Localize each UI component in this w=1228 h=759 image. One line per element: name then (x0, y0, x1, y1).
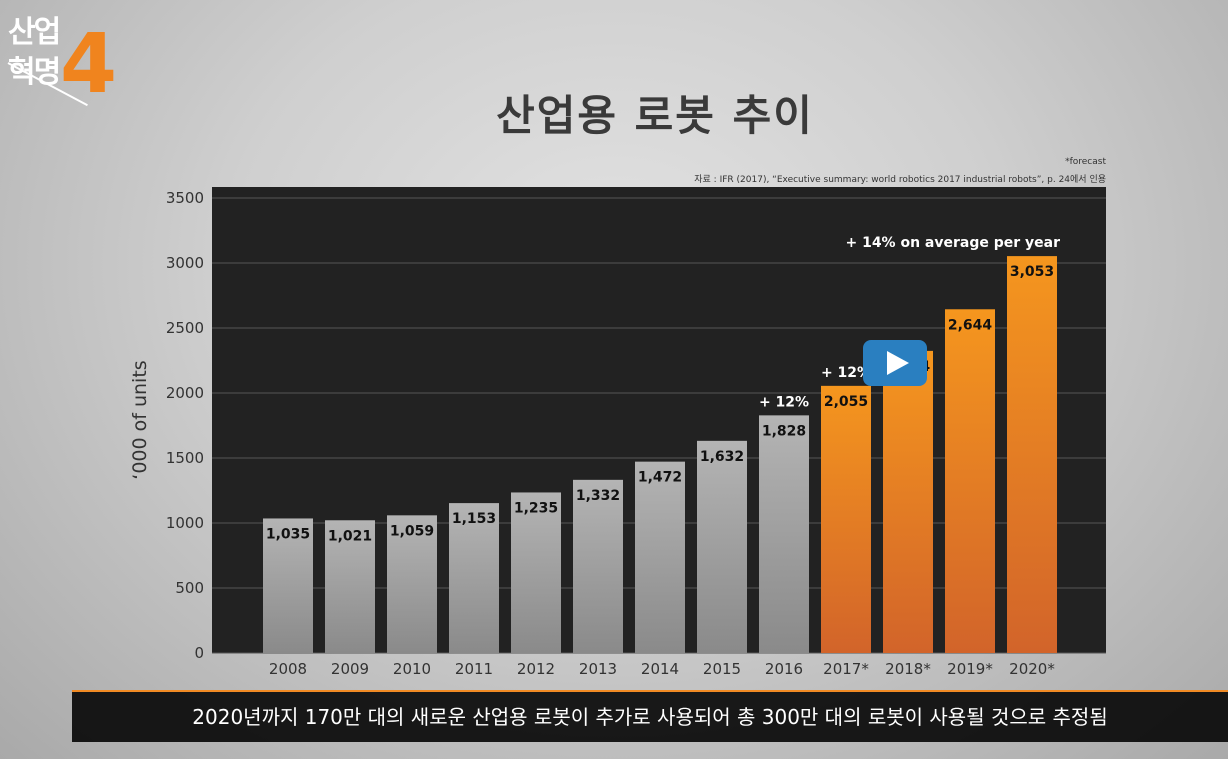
x-tick-label: 2012 (517, 660, 555, 678)
y-tick-label: 1500 (166, 449, 204, 467)
y-tick-label: 3000 (166, 254, 204, 272)
bar (759, 415, 809, 653)
y-tick-label: 1000 (166, 514, 204, 532)
x-tick-label: 2009 (331, 660, 369, 678)
bar (387, 515, 437, 653)
bar-value-label: 1,472 (638, 470, 682, 486)
bar (945, 309, 995, 653)
bar (697, 440, 747, 653)
growth-annotation: + 12% (821, 365, 871, 381)
x-tick-label: 2011 (455, 660, 493, 678)
bar (883, 350, 933, 653)
play-icon (887, 351, 909, 375)
x-tick-label: 2019* (947, 660, 993, 678)
bar (1007, 256, 1057, 653)
slide-title: 산업용 로봇 추이 (496, 91, 814, 140)
bar (325, 520, 375, 653)
bar-value-label: 1,035 (266, 526, 310, 542)
logo-line-2: 혁명 (8, 55, 61, 90)
bar-value-label: 2,055 (824, 394, 868, 410)
logo-line-1: 산업 (8, 15, 61, 50)
x-tick-label: 2015 (703, 660, 741, 678)
y-tick-label: 500 (175, 579, 204, 597)
y-axis-label: ‘000 of units (129, 360, 151, 479)
bar-value-label: 1,235 (514, 500, 558, 516)
y-tick-label: 0 (194, 644, 204, 662)
bar-value-label: 1,153 (452, 511, 496, 527)
bar (573, 479, 623, 653)
source-note: 자료 : IFR (2017), “Executive summary: wor… (694, 175, 1106, 185)
y-tick-label: 3500 (166, 189, 204, 207)
x-tick-label: 2017* (823, 660, 869, 678)
x-tick-label: 2013 (579, 660, 617, 678)
x-tick-label: 2014 (641, 660, 679, 678)
bar-chart: 0 500 1000 1500 2000 2500 3000 3500 ‘000 of unit… (129, 187, 1106, 678)
y-tick-label: 2500 (166, 319, 204, 337)
bar-value-label: 3,053 (1010, 264, 1054, 280)
subtitle-bar: 2020년까지 170만 대의 새로운 산업용 로봇이 추가로 사용되어 총 3… (72, 690, 1228, 742)
y-tick-label: 2000 (166, 384, 204, 402)
play-button[interactable] (863, 340, 927, 386)
bar-value-label: 1,332 (576, 488, 620, 504)
subtitle-text: 2020년까지 170만 대의 새로운 산업용 로봇이 추가로 사용되어 총 3… (192, 705, 1108, 729)
bar-value-label: 1,021 (328, 528, 372, 544)
bar-value-label: 2,644 (948, 317, 993, 333)
x-tick-label: 2010 (393, 660, 431, 678)
growth-annotation: + 12% (759, 394, 809, 410)
bar (449, 503, 499, 653)
logo-number: 4 (60, 17, 118, 112)
bar (635, 461, 685, 653)
bar-value-label: 1,828 (762, 423, 806, 439)
forecast-note: *forecast (1065, 157, 1106, 167)
x-tick-label: 2018* (885, 660, 931, 678)
bar (821, 385, 871, 653)
bar-value-label: 1,059 (390, 523, 434, 539)
bar (511, 492, 561, 653)
channel-logo: 4 산업 혁명 (6, 14, 118, 114)
bar-value-label: 1,632 (700, 449, 744, 465)
x-tick-label: 2020* (1009, 660, 1055, 678)
growth-annotation: + 14% on average per year (845, 235, 1060, 251)
x-tick-label: 2008 (269, 660, 307, 678)
bar (263, 518, 313, 653)
x-tick-label: 2016 (765, 660, 803, 678)
